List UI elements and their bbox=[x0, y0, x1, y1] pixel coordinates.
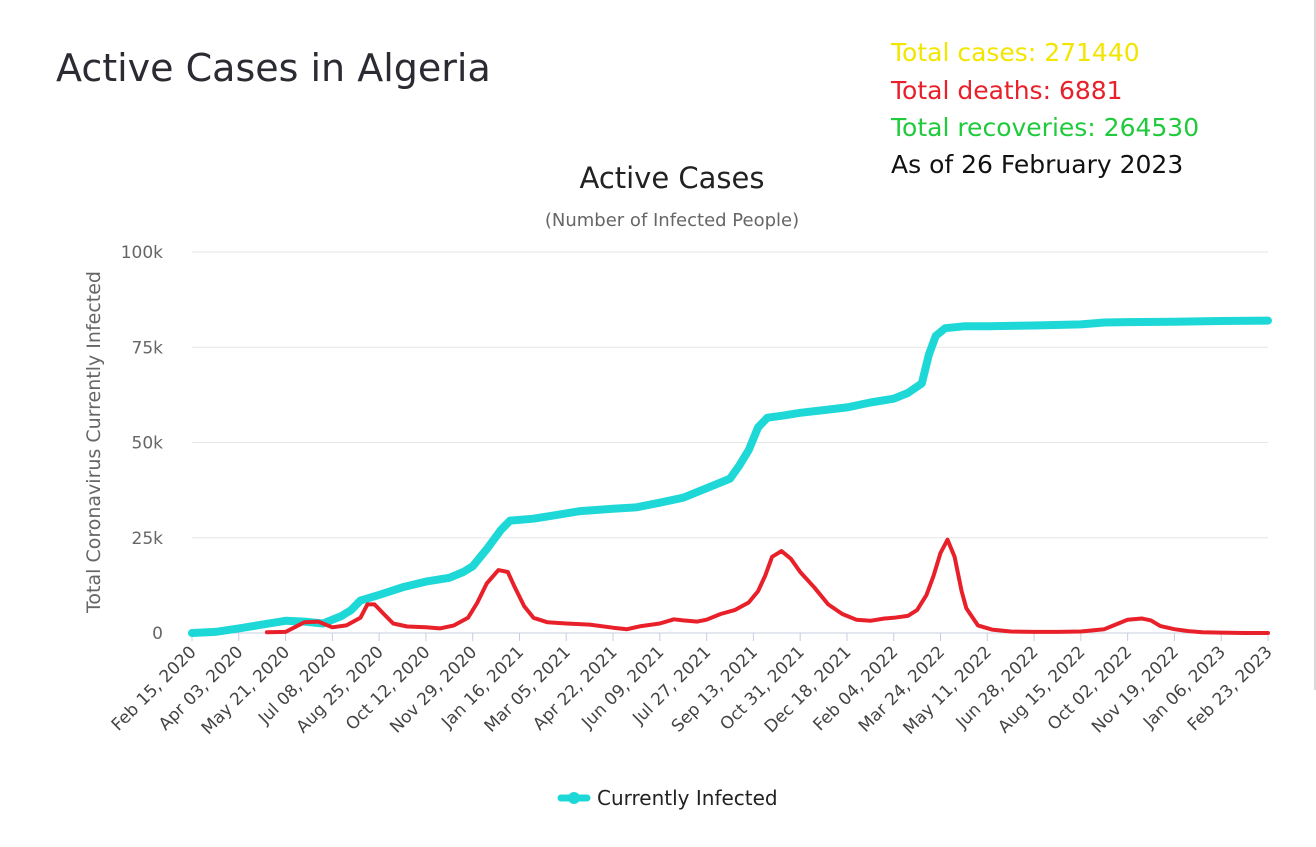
total-cases-text: Total cases: 271440 bbox=[891, 38, 1140, 67]
total-deaths-text: Total deaths: 6881 bbox=[891, 76, 1123, 105]
y-tick-label: 75k bbox=[132, 338, 164, 358]
legend-label-currently-infected: Currently Infected bbox=[597, 786, 778, 810]
y-tick-label: 25k bbox=[132, 529, 164, 549]
grid-lines bbox=[192, 251, 1268, 634]
right-border bbox=[1314, 0, 1316, 690]
as-of-date-text: As of 26 February 2023 bbox=[891, 150, 1184, 179]
y-tick-label: 50k bbox=[132, 434, 164, 454]
legend-marker bbox=[568, 792, 580, 804]
x-tick-label: Feb 23, 2023 bbox=[1184, 642, 1277, 735]
series-line-red bbox=[264, 537, 1270, 635]
legend[interactable]: Currently Infected bbox=[557, 786, 778, 810]
total-recoveries-text: Total recoveries: 264530 bbox=[891, 113, 1200, 142]
series-lines bbox=[188, 316, 1272, 637]
chart-title: Active Cases bbox=[579, 161, 764, 195]
page-title: Active Cases in Algeria bbox=[56, 46, 491, 90]
y-tick-label: 100k bbox=[121, 243, 163, 263]
chart-subtitle: (Number of Infected People) bbox=[545, 210, 799, 231]
series-line-currently-infected bbox=[188, 316, 1272, 637]
y-tick-labels: 0 25k 50k 75k 100k bbox=[121, 243, 163, 644]
y-axis-label: Total Coronavirus Currently Infected bbox=[83, 271, 105, 614]
y-tick-label: 0 bbox=[152, 624, 163, 644]
